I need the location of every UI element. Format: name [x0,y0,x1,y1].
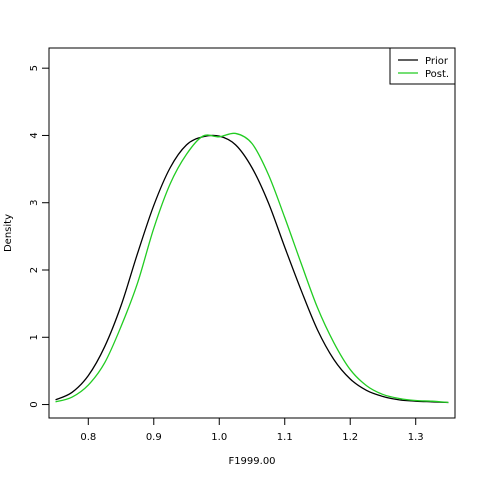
x-tick-label: 1.3 [408,432,424,443]
y-tick-label: 1 [29,334,40,340]
x-tick-label: 0.8 [80,432,96,443]
x-tick-label: 1.0 [211,432,227,443]
x-tick-label: 1.2 [342,432,358,443]
y-tick-label: 4 [29,132,40,138]
x-tick-label: 1.1 [277,432,293,443]
series-line-prior [55,134,449,404]
legend-label-prior: Prior [425,56,449,67]
plot-frame [48,47,456,419]
x-axis: 0.8 0.9 1.0 1.1 1.2 1.3 [80,418,424,443]
x-axis-label: F1999.00 [228,456,275,467]
y-tick-label: 3 [29,200,40,206]
legend: Prior Post. [389,47,456,85]
y-tick-label: 5 [29,65,40,71]
x-tick-label: 0.9 [146,432,162,443]
y-axis: 0 1 2 3 4 5 [29,65,49,408]
series-layer [55,132,449,404]
y-tick-label: 2 [29,267,40,273]
legend-box [389,47,456,85]
y-tick-label: 0 [29,401,40,407]
y-axis-label: Density [3,214,14,252]
legend-label-post: Post. [425,69,449,80]
series-line-post [55,132,449,404]
